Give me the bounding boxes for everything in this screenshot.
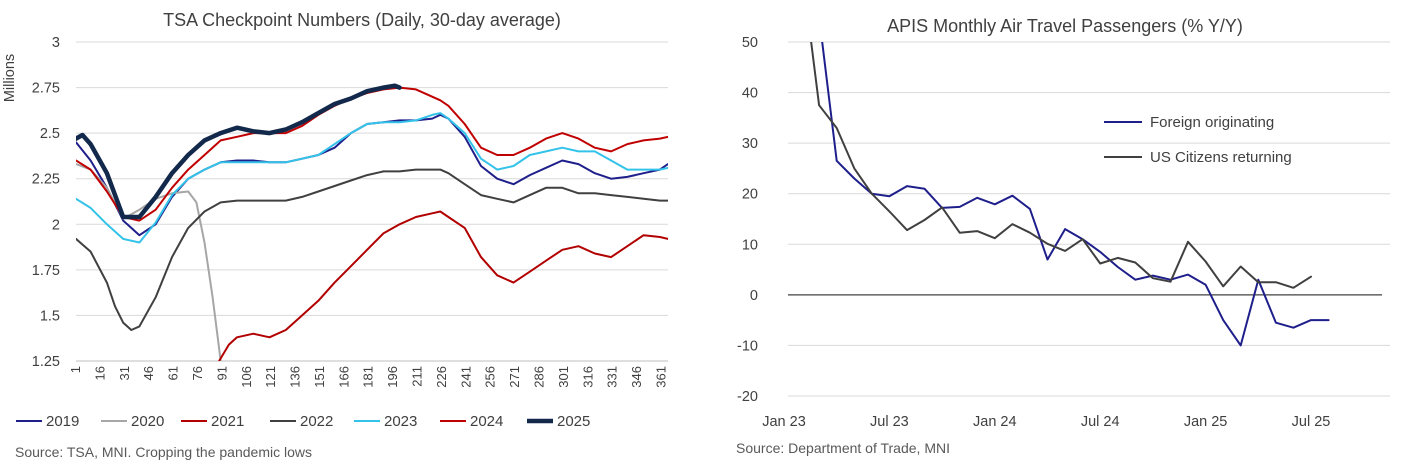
- tsa-y-tick-1-5: 1.5: [40, 308, 60, 324]
- apis-y-tick-50: 50: [742, 35, 758, 51]
- tsa-y-axis-label: Millions: [2, 54, 18, 102]
- apis-series-us-citizens-returning-line: [810, 42, 1312, 289]
- apis-y-tick-30: 30: [742, 136, 758, 152]
- tsa-legend-label-2022: 2022: [300, 413, 333, 430]
- tsa-x-tick-331: 331: [605, 366, 620, 388]
- tsa-x-tick-106: 106: [239, 366, 254, 388]
- tsa-x-tick-301: 301: [556, 366, 571, 388]
- tsa-x-tick-181: 181: [361, 366, 376, 388]
- tsa-x-tick-91: 91: [214, 366, 229, 380]
- tsa-x-tick-346: 346: [629, 366, 644, 388]
- apis-series-group: [810, 42, 1330, 347]
- apis-x-tick-jan-23: Jan 23: [762, 414, 806, 430]
- apis-chart: APIS Monthly Air Travel Passengers (% Y/…: [737, 16, 1390, 430]
- apis-x-tick-jan-25: Jan 25: [1184, 414, 1228, 430]
- apis-legend-label-us-citizens-returning: US Citizens returning: [1150, 149, 1292, 166]
- tsa-legend-label-2024: 2024: [470, 413, 503, 430]
- tsa-y-tick-2-25: 2.25: [32, 172, 60, 188]
- tsa-legend-label-2025: 2025: [557, 413, 590, 430]
- tsa-chart-panel: TSA Checkpoint Numbers (Daily, 30-day av…: [0, 0, 700, 466]
- tsa-y-tick-1-25: 1.25: [32, 354, 60, 370]
- apis-y-tick-20: 20: [742, 187, 758, 203]
- tsa-series-2021-line: [218, 210, 668, 361]
- tsa-series-group: [76, 83, 668, 361]
- apis-y-tick-10: 10: [742, 237, 758, 253]
- tsa-x-tick-211: 211: [410, 366, 425, 387]
- apis-x-tick-jul-25: Jul 25: [1292, 414, 1331, 430]
- apis-legend-label-foreign-originating: Foreign originating: [1150, 114, 1274, 131]
- tsa-y-tick-2-5: 2.5: [40, 126, 60, 142]
- tsa-chart: TSA Checkpoint Numbers (Daily, 30-day av…: [2, 10, 668, 430]
- tsa-x-tick-61: 61: [166, 366, 181, 380]
- tsa-x-tick-316: 316: [580, 366, 595, 388]
- tsa-series-2024-line: [76, 86, 668, 222]
- tsa-x-tick-31: 31: [117, 366, 132, 380]
- tsa-series-2023-line: [76, 112, 668, 244]
- tsa-x-tick-76: 76: [190, 366, 205, 380]
- apis-chart-panel: APIS Monthly Air Travel Passengers (% Y/…: [700, 0, 1410, 466]
- tsa-y-tick-3: 3: [52, 35, 60, 51]
- apis-x-tick-jul-24: Jul 24: [1081, 414, 1120, 430]
- tsa-x-tick-271: 271: [507, 366, 522, 388]
- tsa-x-tick-46: 46: [141, 366, 156, 380]
- tsa-x-tick-226: 226: [434, 366, 449, 388]
- tsa-x-tick-361: 361: [653, 366, 668, 388]
- apis-y-tick-0: 0: [750, 288, 758, 304]
- tsa-x-tick-166: 166: [336, 366, 351, 388]
- tsa-x-tick-136: 136: [288, 366, 303, 388]
- tsa-x-tick-256: 256: [483, 366, 498, 388]
- tsa-y-tick-1-75: 1.75: [32, 263, 60, 279]
- apis-source-note: Source: Department of Trade, MNI: [736, 440, 950, 456]
- apis-x-tick-jan-24: Jan 24: [973, 414, 1017, 430]
- tsa-x-tick-241: 241: [458, 366, 473, 388]
- tsa-x-tick-196: 196: [385, 366, 400, 388]
- tsa-y-tick-2: 2: [52, 217, 60, 233]
- tsa-x-tick-121: 121: [263, 366, 278, 388]
- apis-y-tick-20: -20: [737, 389, 758, 405]
- tsa-x-tick-286: 286: [532, 366, 547, 388]
- tsa-series-2025-line: [76, 83, 402, 220]
- tsa-x-tick-1: 1: [68, 366, 83, 373]
- tsa-x-tick-16: 16: [92, 366, 107, 380]
- tsa-legend-label-2023: 2023: [384, 413, 417, 430]
- tsa-chart-title: TSA Checkpoint Numbers (Daily, 30-day av…: [163, 10, 561, 30]
- tsa-series-2020-line: [76, 163, 222, 361]
- tsa-legend-label-2021: 2021: [211, 413, 244, 430]
- apis-y-tick-10: -10: [737, 338, 758, 354]
- apis-chart-title: APIS Monthly Air Travel Passengers (% Y/…: [887, 16, 1243, 36]
- apis-y-tick-40: 40: [742, 86, 758, 102]
- tsa-y-tick-2-75: 2.75: [32, 81, 60, 97]
- tsa-legend-label-2019: 2019: [46, 413, 79, 430]
- apis-x-tick-jul-23: Jul 23: [870, 414, 909, 430]
- tsa-source-note: Source: TSA, MNI. Cropping the pandemic …: [15, 444, 312, 460]
- tsa-series-2022-line: [76, 168, 668, 331]
- tsa-x-tick-151: 151: [312, 366, 327, 388]
- tsa-legend-label-2020: 2020: [131, 413, 164, 430]
- apis-series-foreign-originating-line: [821, 42, 1330, 347]
